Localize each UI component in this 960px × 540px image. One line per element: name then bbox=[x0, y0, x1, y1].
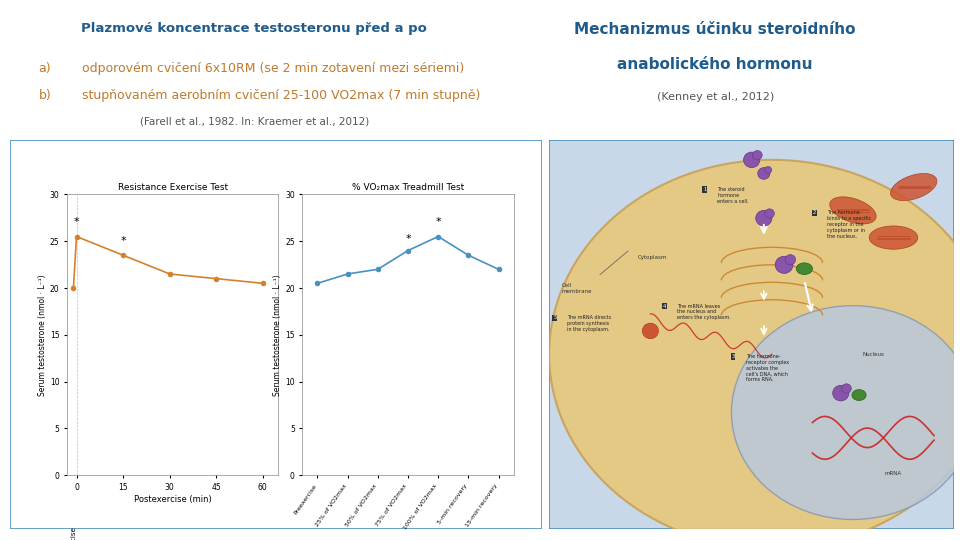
Text: The mRNA directs
protein synthesis
in the cytoplasm.: The mRNA directs protein synthesis in th… bbox=[567, 315, 612, 332]
Text: b): b) bbox=[38, 89, 51, 102]
Text: Mechanizmus účinku steroidního: Mechanizmus účinku steroidního bbox=[574, 22, 856, 37]
FancyBboxPatch shape bbox=[10, 140, 542, 529]
Circle shape bbox=[753, 151, 762, 160]
Ellipse shape bbox=[891, 173, 937, 201]
Text: The mRNA leaves
the nucleus and
enters the cytoplasm.: The mRNA leaves the nucleus and enters t… bbox=[677, 303, 731, 320]
Ellipse shape bbox=[549, 160, 960, 540]
Text: *: * bbox=[74, 217, 80, 227]
X-axis label: Postexercise (min): Postexercise (min) bbox=[134, 495, 211, 504]
Text: Cytoplasm: Cytoplasm bbox=[638, 254, 667, 260]
Circle shape bbox=[765, 209, 775, 218]
Circle shape bbox=[775, 256, 793, 273]
Circle shape bbox=[757, 167, 770, 179]
Text: stupňovaném aerobním cvičení 25-100 VO2max (7 min stupně): stupňovaném aerobním cvičení 25-100 VO2m… bbox=[82, 89, 480, 102]
Text: The hormone
binds to a specific
receptor in the
cytoplasm or in
the nucleus.: The hormone binds to a specific receptor… bbox=[827, 211, 871, 239]
Text: 3: 3 bbox=[732, 354, 734, 359]
Circle shape bbox=[764, 166, 772, 173]
Text: Plazmové koncentrace testosteronu před a po: Plazmové koncentrace testosteronu před a… bbox=[82, 22, 427, 35]
Ellipse shape bbox=[852, 390, 866, 401]
Ellipse shape bbox=[796, 263, 812, 274]
Text: Nucleus: Nucleus bbox=[862, 352, 884, 357]
Text: anabolického hormonu: anabolického hormonu bbox=[617, 57, 813, 72]
Y-axis label: Serum testosterone (nmol · L⁻¹): Serum testosterone (nmol · L⁻¹) bbox=[38, 274, 47, 396]
Ellipse shape bbox=[732, 306, 960, 519]
Circle shape bbox=[832, 386, 849, 401]
Text: (Kenney et al., 2012): (Kenney et al., 2012) bbox=[657, 92, 774, 102]
Text: The steroid
hormone
enters a cell.: The steroid hormone enters a cell. bbox=[717, 187, 749, 204]
Circle shape bbox=[642, 323, 659, 339]
Text: The hormone-
receptor complex
activates the
cell's DNA, which
forms RNA.: The hormone- receptor complex activates … bbox=[746, 354, 789, 382]
Text: 4: 4 bbox=[662, 303, 666, 309]
Text: a): a) bbox=[38, 62, 51, 75]
Ellipse shape bbox=[869, 226, 918, 249]
Text: 2: 2 bbox=[812, 211, 816, 215]
Text: *: * bbox=[120, 236, 126, 246]
Circle shape bbox=[785, 254, 796, 265]
Circle shape bbox=[756, 211, 772, 226]
Circle shape bbox=[842, 384, 852, 393]
Text: 5: 5 bbox=[553, 315, 557, 320]
Circle shape bbox=[744, 152, 759, 167]
Text: Cell
membrane: Cell membrane bbox=[562, 283, 591, 294]
Text: 1: 1 bbox=[703, 187, 707, 192]
Text: (Farell et al., 1982. In: Kraemer et al., 2012): (Farell et al., 1982. In: Kraemer et al.… bbox=[140, 116, 369, 126]
Title: Resistance Exercise Test: Resistance Exercise Test bbox=[118, 183, 228, 192]
Text: Preexercise: Preexercise bbox=[70, 526, 77, 540]
Text: mRNA: mRNA bbox=[885, 471, 902, 476]
Text: *: * bbox=[435, 217, 441, 227]
Text: *: * bbox=[405, 234, 411, 244]
Title: % VO₂max Treadmill Test: % VO₂max Treadmill Test bbox=[352, 183, 464, 192]
Y-axis label: Serum testosterone (nmol · L⁻¹): Serum testosterone (nmol · L⁻¹) bbox=[274, 274, 282, 396]
Text: odporovém cvičení 6x10RM (se 2 min zotavení mezi sériemi): odporovém cvičení 6x10RM (se 2 min zotav… bbox=[82, 62, 464, 75]
Ellipse shape bbox=[829, 197, 876, 224]
